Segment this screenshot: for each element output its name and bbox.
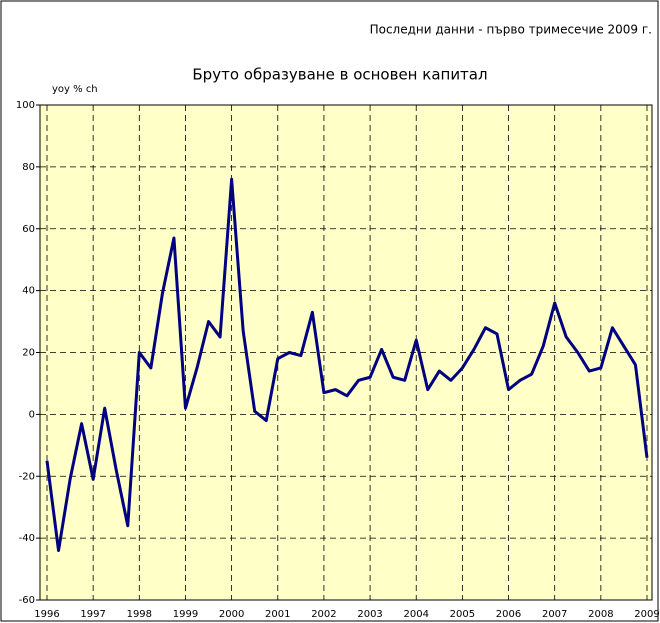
x-tick-label: 2009 xyxy=(634,609,659,620)
y-tick-label: -20 xyxy=(19,471,35,482)
x-tick-label: 2000 xyxy=(219,609,244,620)
y-tick-label: 100 xyxy=(16,100,35,111)
x-tick-label: 2003 xyxy=(357,609,382,620)
y-tick-label: 0 xyxy=(29,409,35,420)
x-tick-label: 2006 xyxy=(496,609,521,620)
data-line xyxy=(45,177,649,552)
y-tick-label: -60 xyxy=(19,595,35,606)
x-tick-label: 2002 xyxy=(311,609,336,620)
x-tick-label: 1997 xyxy=(80,609,105,620)
x-tick-label: 1998 xyxy=(127,609,152,620)
chart-title: Бруто образуване в основен капитал xyxy=(192,66,487,84)
y-axis-label: yoy % ch xyxy=(52,84,98,95)
x-tick-label: 2004 xyxy=(404,609,429,620)
y-tick-label: 80 xyxy=(22,162,35,173)
x-tick-label: 2008 xyxy=(588,609,613,620)
note: Последни данни - първо тримесечие 2009 г… xyxy=(370,23,652,37)
x-tick-label: 2001 xyxy=(265,609,290,620)
x-tick-label: 2007 xyxy=(542,609,567,620)
y-tick-label: -40 xyxy=(19,533,35,544)
x-tick-label: 2005 xyxy=(450,609,475,620)
x-tick-label: 1999 xyxy=(173,609,198,620)
y-tick-label: 20 xyxy=(22,348,35,359)
y-tick-label: 40 xyxy=(22,286,35,297)
x-tick-label: 1996 xyxy=(34,609,59,620)
y-tick-label: 60 xyxy=(22,224,35,235)
